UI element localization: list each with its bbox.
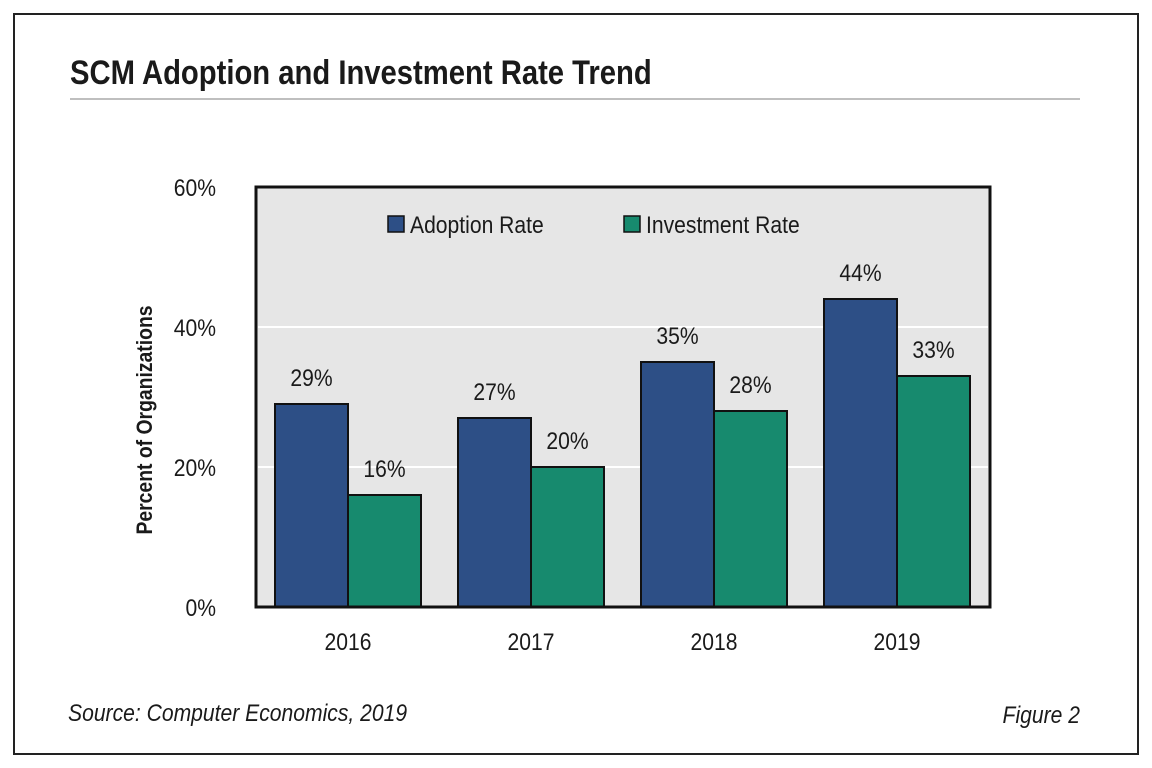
data-label: 16% [363, 456, 405, 483]
y-axis-label: Percent of Organizations [133, 305, 157, 534]
x-tick-label: 2017 [508, 629, 555, 656]
data-label: 35% [656, 323, 698, 350]
y-tick-label: 40% [174, 315, 216, 342]
x-tick-label: 2019 [874, 629, 921, 656]
data-label: 44% [839, 260, 881, 287]
legend-label: Adoption Rate [410, 212, 544, 239]
bar-investment-rate [347, 494, 422, 608]
data-label: 20% [546, 428, 588, 455]
legend-swatch [387, 215, 405, 233]
bar-investment-rate [530, 466, 605, 608]
y-tick-label: 20% [174, 455, 216, 482]
bar-investment-rate [713, 410, 788, 608]
data-label: 33% [912, 337, 954, 364]
source-note: Source: Computer Economics, 2019 [68, 700, 407, 727]
y-tick-label: 0% [185, 595, 216, 622]
y-tick-label: 60% [174, 175, 216, 202]
data-label: 29% [290, 365, 332, 392]
plot-border [254, 185, 992, 609]
legend-label: Investment Rate [646, 212, 800, 239]
x-tick-label: 2016 [325, 629, 372, 656]
x-tick-label: 2018 [691, 629, 738, 656]
data-label: 28% [729, 372, 771, 399]
data-label: 27% [473, 379, 515, 406]
figure-number: Figure 2 [1003, 702, 1081, 729]
legend-swatch [623, 215, 641, 233]
bar-adoption-rate [823, 298, 898, 608]
bar-adoption-rate [274, 403, 349, 608]
chart-title: SCM Adoption and Investment Rate Trend [70, 53, 652, 92]
bar-adoption-rate [457, 417, 532, 608]
bar-adoption-rate [640, 361, 715, 608]
bar-investment-rate [896, 375, 971, 608]
